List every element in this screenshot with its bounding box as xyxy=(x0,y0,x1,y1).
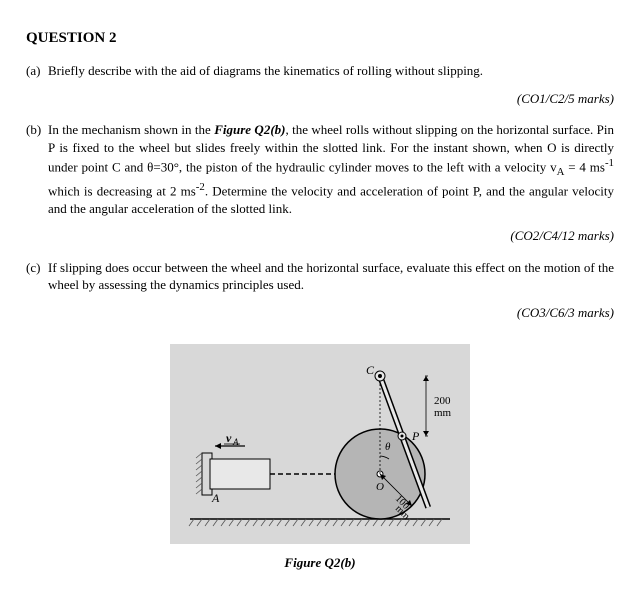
svg-text:mm: mm xyxy=(434,407,452,419)
part-a-label: (a) xyxy=(26,62,48,80)
part-c: (c) If slipping does occur between the w… xyxy=(26,259,614,294)
figure-caption: Figure Q2(b) xyxy=(26,554,614,572)
part-c-text: If slipping does occur between the wheel… xyxy=(48,259,614,294)
part-b-text: In the mechanism shown in the Figure Q2(… xyxy=(48,121,614,217)
part-b: (b) In the mechanism shown in the Figure… xyxy=(26,121,614,217)
part-b-label: (b) xyxy=(26,121,48,217)
svg-text:θ: θ xyxy=(385,441,391,453)
figure-q2b: OθCPvAA200mm100mm Figure Q2(b) xyxy=(26,344,614,572)
question-title: QUESTION 2 xyxy=(26,28,614,48)
svg-text:A: A xyxy=(211,491,220,505)
svg-text:v: v xyxy=(226,431,232,445)
part-c-label: (c) xyxy=(26,259,48,294)
part-a-marks: (CO1/C2/5 marks) xyxy=(26,90,614,108)
svg-text:A: A xyxy=(232,437,239,447)
part-c-marks: (CO3/C6/3 marks) xyxy=(26,304,614,322)
svg-text:C: C xyxy=(366,363,375,377)
part-a: (a) Briefly describe with the aid of dia… xyxy=(26,62,614,80)
svg-text:200: 200 xyxy=(434,395,451,407)
part-b-marks: (CO2/C4/12 marks) xyxy=(26,227,614,245)
svg-text:O: O xyxy=(376,481,384,493)
part-a-text: Briefly describe with the aid of diagram… xyxy=(48,62,614,80)
svg-text:P: P xyxy=(411,429,420,443)
